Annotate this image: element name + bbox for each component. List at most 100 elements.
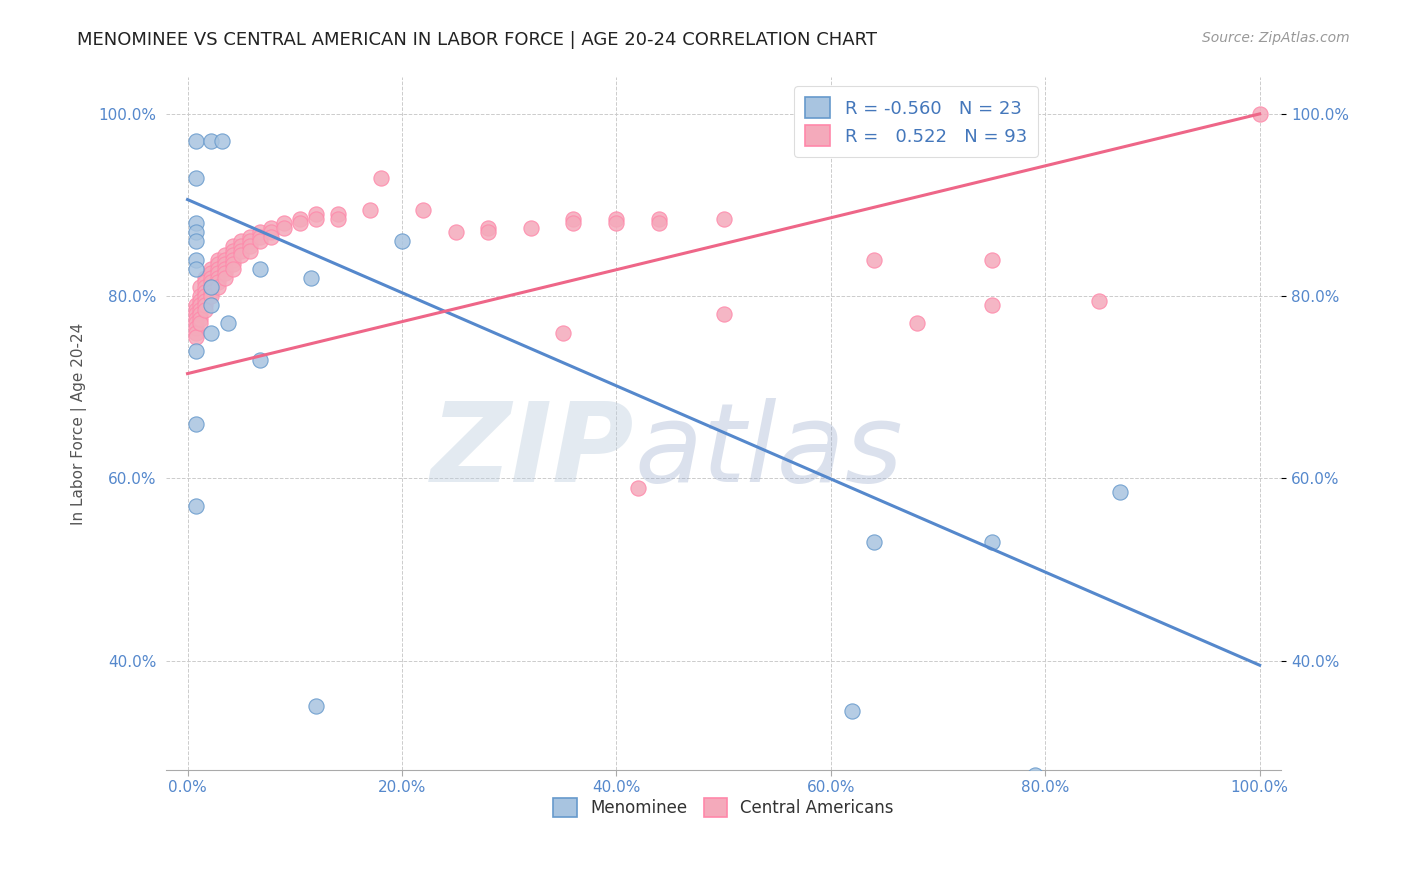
- Point: [184, 417, 207, 431]
- Point: [980, 535, 1002, 549]
- Point: [221, 252, 243, 267]
- Point: [194, 280, 217, 294]
- Point: [1249, 107, 1271, 121]
- Point: [194, 302, 217, 317]
- Point: [184, 312, 207, 326]
- Point: [229, 235, 252, 249]
- Point: [207, 280, 229, 294]
- Point: [305, 207, 328, 221]
- Point: [194, 293, 217, 308]
- Point: [412, 202, 434, 217]
- Point: [862, 252, 884, 267]
- Point: [221, 244, 243, 258]
- Point: [249, 353, 271, 368]
- Point: [200, 276, 222, 290]
- Point: [980, 252, 1002, 267]
- Point: [207, 276, 229, 290]
- Point: [190, 280, 212, 294]
- Point: [605, 216, 627, 230]
- Point: [194, 276, 217, 290]
- Point: [214, 257, 236, 271]
- Point: [273, 220, 295, 235]
- Point: [980, 298, 1002, 312]
- Point: [207, 271, 229, 285]
- Point: [184, 307, 207, 321]
- Point: [184, 321, 207, 335]
- Point: [184, 235, 207, 249]
- Point: [239, 230, 262, 244]
- Point: [184, 343, 207, 358]
- Point: [477, 225, 499, 239]
- Point: [229, 248, 252, 262]
- Point: [200, 271, 222, 285]
- Point: [239, 239, 262, 253]
- Text: atlas: atlas: [634, 398, 903, 505]
- Point: [841, 704, 863, 718]
- Point: [249, 225, 271, 239]
- Point: [184, 326, 207, 340]
- Point: [200, 261, 222, 276]
- Point: [370, 170, 392, 185]
- Point: [184, 134, 207, 148]
- Point: [605, 211, 627, 226]
- Point: [194, 289, 217, 303]
- Point: [862, 535, 884, 549]
- Point: [239, 235, 262, 249]
- Point: [229, 244, 252, 258]
- Point: [713, 307, 735, 321]
- Point: [249, 261, 271, 276]
- Point: [184, 252, 207, 267]
- Point: [184, 170, 207, 185]
- Point: [184, 298, 207, 312]
- Point: [200, 298, 222, 312]
- Point: [214, 271, 236, 285]
- Point: [184, 225, 207, 239]
- Point: [477, 220, 499, 235]
- Point: [305, 211, 328, 226]
- Point: [190, 293, 212, 308]
- Point: [260, 225, 283, 239]
- Point: [519, 220, 541, 235]
- Legend: Menominee, Central Americans: Menominee, Central Americans: [547, 791, 901, 824]
- Point: [214, 248, 236, 262]
- Point: [1088, 293, 1111, 308]
- Point: [249, 235, 271, 249]
- Point: [190, 298, 212, 312]
- Point: [184, 216, 207, 230]
- Point: [391, 235, 413, 249]
- Point: [200, 266, 222, 280]
- Point: [326, 207, 349, 221]
- Point: [305, 699, 328, 714]
- Point: [1066, 890, 1088, 892]
- Point: [200, 326, 222, 340]
- Point: [190, 312, 212, 326]
- Point: [200, 280, 222, 294]
- Point: [648, 216, 671, 230]
- Point: [194, 271, 217, 285]
- Point: [200, 134, 222, 148]
- Point: [200, 289, 222, 303]
- Point: [273, 216, 295, 230]
- Point: [214, 266, 236, 280]
- Point: [190, 307, 212, 321]
- Point: [214, 261, 236, 276]
- Point: [1109, 485, 1132, 500]
- Point: [260, 230, 283, 244]
- Point: [326, 211, 349, 226]
- Point: [229, 239, 252, 253]
- Point: [207, 257, 229, 271]
- Point: [299, 271, 322, 285]
- Point: [194, 298, 217, 312]
- Point: [221, 239, 243, 253]
- Point: [359, 202, 381, 217]
- Point: [194, 285, 217, 299]
- Point: [221, 257, 243, 271]
- Point: [190, 302, 212, 317]
- Point: [551, 326, 574, 340]
- Text: Source: ZipAtlas.com: Source: ZipAtlas.com: [1202, 31, 1350, 45]
- Point: [260, 220, 283, 235]
- Point: [184, 302, 207, 317]
- Point: [221, 261, 243, 276]
- Point: [288, 216, 311, 230]
- Point: [184, 317, 207, 331]
